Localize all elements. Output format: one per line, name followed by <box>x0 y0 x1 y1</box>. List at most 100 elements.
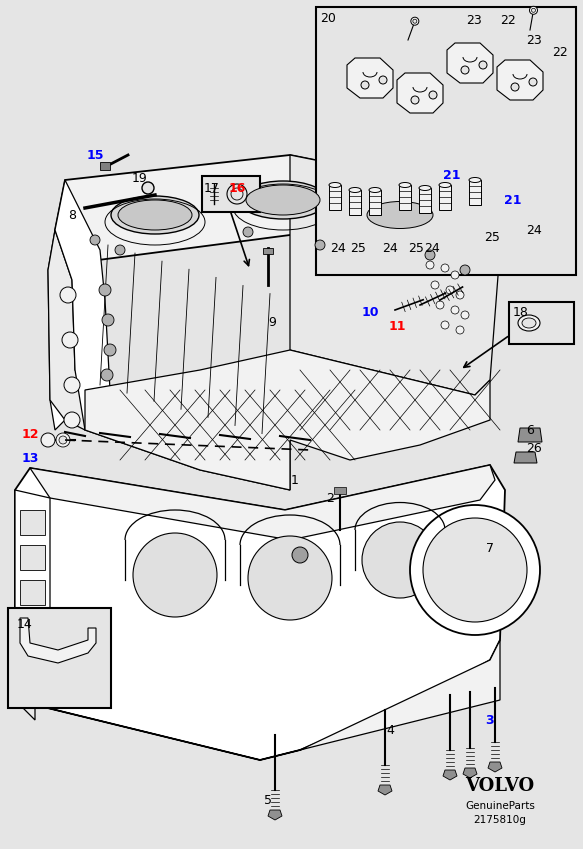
Circle shape <box>133 533 217 617</box>
Polygon shape <box>48 230 90 430</box>
Text: 19: 19 <box>132 171 148 184</box>
Circle shape <box>451 271 459 279</box>
Text: 17: 17 <box>204 182 220 194</box>
Circle shape <box>425 250 435 260</box>
Circle shape <box>460 265 470 275</box>
Text: 1: 1 <box>291 474 299 486</box>
Text: 8: 8 <box>68 209 76 222</box>
Text: 23: 23 <box>466 14 482 26</box>
Polygon shape <box>514 452 537 463</box>
Text: 25: 25 <box>408 241 424 255</box>
Polygon shape <box>463 768 477 778</box>
Polygon shape <box>48 230 65 430</box>
Text: 21: 21 <box>504 194 522 206</box>
Ellipse shape <box>439 183 451 188</box>
Text: 24: 24 <box>330 241 346 255</box>
Circle shape <box>59 436 67 444</box>
Circle shape <box>362 522 438 598</box>
Polygon shape <box>349 190 361 215</box>
Polygon shape <box>518 428 542 442</box>
Text: 22: 22 <box>500 14 516 26</box>
Bar <box>20 580 45 605</box>
Polygon shape <box>399 185 411 210</box>
Circle shape <box>315 240 325 250</box>
Circle shape <box>41 433 55 447</box>
Circle shape <box>248 536 332 620</box>
Circle shape <box>441 264 449 272</box>
Bar <box>334 487 346 494</box>
Circle shape <box>227 184 247 204</box>
Polygon shape <box>15 490 50 680</box>
Text: 22: 22 <box>552 46 568 59</box>
Polygon shape <box>447 43 493 83</box>
Circle shape <box>532 8 535 12</box>
Polygon shape <box>439 185 451 210</box>
Text: 9: 9 <box>268 316 276 329</box>
Circle shape <box>451 306 459 314</box>
Text: GenuineParts: GenuineParts <box>465 801 535 811</box>
Circle shape <box>361 81 369 89</box>
Bar <box>20 615 45 640</box>
Text: 3: 3 <box>486 713 494 727</box>
Ellipse shape <box>239 181 327 219</box>
Ellipse shape <box>522 318 536 328</box>
Text: 4: 4 <box>386 723 394 736</box>
Text: 12: 12 <box>21 428 38 441</box>
Circle shape <box>479 61 487 69</box>
Text: 2175810g: 2175810g <box>473 815 526 825</box>
Ellipse shape <box>111 196 199 234</box>
Circle shape <box>102 314 114 326</box>
Bar <box>20 510 45 535</box>
Text: 24: 24 <box>526 223 542 237</box>
Ellipse shape <box>451 228 505 252</box>
Circle shape <box>511 83 519 91</box>
Polygon shape <box>15 490 35 720</box>
Text: 24: 24 <box>382 241 398 255</box>
Circle shape <box>60 287 76 303</box>
Polygon shape <box>55 155 500 268</box>
Bar <box>509 302 574 344</box>
Circle shape <box>56 433 70 447</box>
Text: 10: 10 <box>361 306 379 318</box>
Bar <box>8 608 111 708</box>
Circle shape <box>426 261 434 269</box>
Text: 6: 6 <box>526 424 534 436</box>
Circle shape <box>431 281 439 289</box>
Bar <box>202 176 260 212</box>
Polygon shape <box>268 810 282 820</box>
Text: 16: 16 <box>229 182 245 194</box>
Circle shape <box>436 301 444 309</box>
Bar <box>316 7 576 275</box>
Text: 2: 2 <box>326 492 334 504</box>
Text: 14: 14 <box>17 619 33 632</box>
Circle shape <box>529 78 537 86</box>
Text: 13: 13 <box>22 452 38 464</box>
Circle shape <box>90 235 100 245</box>
Circle shape <box>411 96 419 104</box>
Circle shape <box>410 505 540 635</box>
Text: 25: 25 <box>484 230 500 244</box>
Circle shape <box>461 66 469 74</box>
Ellipse shape <box>246 185 320 215</box>
Bar <box>100 162 110 170</box>
Text: 18: 18 <box>513 306 529 318</box>
Ellipse shape <box>360 198 440 233</box>
Text: 7: 7 <box>486 542 494 554</box>
Ellipse shape <box>118 200 192 230</box>
Circle shape <box>99 284 111 296</box>
Circle shape <box>101 369 113 381</box>
Text: VOLVO: VOLVO <box>465 777 535 795</box>
Ellipse shape <box>349 188 361 193</box>
Ellipse shape <box>419 185 431 190</box>
Circle shape <box>142 182 154 194</box>
Text: 21: 21 <box>443 168 461 182</box>
Circle shape <box>64 412 80 428</box>
Polygon shape <box>15 465 505 760</box>
Circle shape <box>429 91 437 99</box>
Polygon shape <box>497 60 543 100</box>
Circle shape <box>243 227 253 237</box>
Ellipse shape <box>369 188 381 193</box>
Ellipse shape <box>329 183 341 188</box>
Circle shape <box>446 286 454 294</box>
Circle shape <box>411 17 419 25</box>
